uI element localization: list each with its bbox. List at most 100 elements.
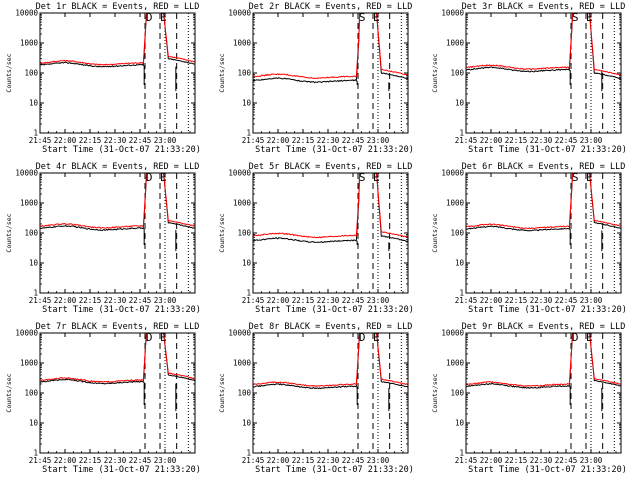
chart-title: Det 2r BLACK = Events, RED = LLD	[249, 2, 413, 12]
y-axis-label: Counts/sec	[431, 53, 439, 92]
y-tick-label: 10000	[441, 9, 464, 18]
detector-panel-9: Det 9r BLACK = Events, RED = LLD 1 10 100 10…	[426, 320, 639, 480]
flag-letter: E	[373, 171, 380, 184]
x-tick-label: 22:00	[267, 296, 290, 305]
x-tick-label: 22:00	[480, 296, 503, 305]
y-tick-label: 100	[450, 69, 464, 78]
detector-chart-5: Det 5r BLACK = Events, RED = LLD 1 10 100 10…	[218, 162, 414, 315]
series-line-events	[40, 333, 195, 385]
y-tick-label: 10	[455, 99, 465, 108]
y-tick-label: 1000	[446, 39, 465, 48]
plot-frame	[465, 172, 622, 294]
x-axis-label: Start Time (31-Oct-07 21:33:20)	[468, 305, 627, 315]
x-tick-label: 22:30	[104, 136, 127, 145]
chart-title: Det 3r BLACK = Events, RED = LLD	[462, 2, 626, 12]
detector-chart-6: Det 6r BLACK = Events, RED = LLD 1 10 100 10…	[431, 162, 627, 315]
x-tick-label: 22:45	[129, 296, 152, 305]
y-tick-label: 100	[237, 389, 251, 398]
x-tick-label: 22:15	[505, 296, 528, 305]
series-line-events	[253, 13, 408, 84]
x-tick-label: 21:45	[455, 136, 478, 145]
chart-title: Det 6r BLACK = Events, RED = LLD	[462, 162, 626, 172]
y-tick-label: 1000	[233, 359, 252, 368]
y-tick-label: 10	[242, 419, 252, 428]
flag-letter: E	[586, 171, 593, 184]
x-tick-label: 23:00	[367, 296, 390, 305]
x-tick-label: 22:30	[530, 456, 553, 465]
y-tick-label: 1000	[446, 359, 465, 368]
x-tick-label: 23:00	[580, 456, 603, 465]
y-axis-label: Counts/sec	[431, 373, 439, 412]
plot-frame	[465, 332, 622, 454]
y-tick-label: 1	[246, 129, 251, 138]
series-line-lld	[40, 333, 195, 383]
y-tick-label: 1000	[20, 199, 39, 208]
x-tick-label: 22:45	[342, 296, 365, 305]
flag-letter: E	[586, 331, 593, 344]
x-tick-label: 22:15	[79, 456, 102, 465]
x-tick-label: 23:00	[154, 456, 177, 465]
y-axis-label: Counts/sec	[218, 53, 226, 92]
chart-title: Det 9r BLACK = Events, RED = LLD	[462, 322, 626, 332]
detector-panel-3: Det 3r BLACK = Events, RED = LLD 1 10 100 10…	[426, 0, 639, 160]
y-tick-label: 10	[455, 419, 465, 428]
detector-chart-4: Det 4r BLACK = Events, RED = LLD 1 10 100 10…	[5, 162, 201, 315]
series-line-lld	[253, 333, 408, 387]
series-line-lld	[40, 13, 195, 66]
x-tick-label: 22:00	[480, 456, 503, 465]
detector-chart-8: Det 8r BLACK = Events, RED = LLD 1 10 100 10…	[218, 322, 414, 475]
flag-letter: D	[359, 331, 366, 344]
plot-frame	[465, 12, 622, 134]
plot-frame	[252, 172, 409, 294]
y-tick-label: 10	[242, 99, 252, 108]
x-tick-label: 22:30	[104, 296, 127, 305]
x-tick-label: 22:45	[555, 296, 578, 305]
y-tick-label: 100	[450, 229, 464, 238]
x-tick-label: 22:00	[267, 456, 290, 465]
x-tick-label: 23:00	[367, 136, 390, 145]
x-tick-label: 23:00	[154, 136, 177, 145]
plot-frame	[39, 12, 196, 134]
flag-letter: D	[146, 11, 153, 24]
flag-letter: E	[586, 11, 593, 24]
flag-letter: S	[572, 171, 579, 184]
y-axis-label: Counts/sec	[218, 373, 226, 412]
y-tick-label: 100	[237, 229, 251, 238]
y-tick-label: 100	[24, 69, 38, 78]
x-tick-label: 22:00	[54, 456, 77, 465]
y-tick-label: 10	[29, 259, 39, 268]
flag-letter: D	[572, 331, 579, 344]
flag-letter: S	[359, 11, 366, 24]
series-line-lld	[466, 173, 621, 230]
x-tick-label: 22:00	[54, 136, 77, 145]
y-tick-label: 10000	[228, 169, 251, 178]
flag-letter: E	[373, 11, 380, 24]
x-tick-label: 23:00	[580, 136, 603, 145]
x-tick-label: 22:30	[317, 296, 340, 305]
series-line-events	[253, 173, 408, 244]
y-axis-label: Counts/sec	[431, 213, 439, 252]
flag-letter: E	[160, 11, 167, 24]
flag-letter: S	[572, 11, 579, 24]
series-line-events	[40, 173, 195, 232]
x-tick-label: 22:15	[79, 296, 102, 305]
detector-chart-1: Det 1r BLACK = Events, RED = LLD 1 10 100 10…	[5, 2, 201, 155]
x-tick-label: 22:15	[292, 136, 315, 145]
y-tick-label: 10000	[228, 329, 251, 338]
x-axis-label: Start Time (31-Oct-07 21:33:20)	[255, 145, 414, 155]
y-tick-label: 1000	[233, 39, 252, 48]
y-tick-label: 10000	[15, 9, 38, 18]
y-tick-label: 1	[459, 129, 464, 138]
x-tick-label: 22:00	[54, 296, 77, 305]
detector-panel-5: Det 5r BLACK = Events, RED = LLD 1 10 100 10…	[213, 160, 426, 320]
x-tick-label: 21:45	[242, 136, 265, 145]
y-axis-label: Counts/sec	[218, 213, 226, 252]
plot-frame	[39, 332, 196, 454]
x-tick-label: 22:30	[104, 456, 127, 465]
x-tick-label: 22:15	[505, 136, 528, 145]
x-axis-label: Start Time (31-Oct-07 21:33:20)	[42, 145, 201, 155]
series-line-lld	[253, 173, 408, 239]
y-tick-label: 1000	[233, 199, 252, 208]
series-line-events	[466, 173, 621, 232]
